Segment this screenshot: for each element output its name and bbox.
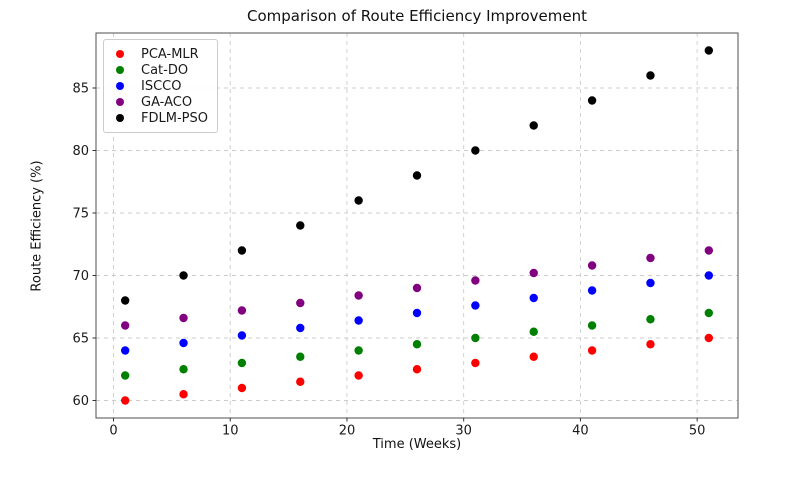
data-point-FDLM-PSO [296,221,305,230]
data-point-PCA-MLR [529,352,538,361]
data-point-ISCCO [587,286,597,295]
data-point-PCA-MLR [412,365,422,374]
data-point-PCA-MLR [179,390,188,399]
data-point-Cat-DO [646,315,655,324]
data-point-PCA-MLR [237,383,247,393]
legend-label: Cat-DO [141,62,189,78]
data-point-GA-ACO [296,298,305,308]
data-point-Cat-DO [704,308,714,318]
data-point-GA-ACO [179,313,188,323]
data-point-Cat-DO [296,352,305,361]
legend-item-fdlm-pso: FDLM-PSO [114,110,208,126]
data-point-PCA-MLR [296,377,305,386]
legend-marker-iscco-icon [116,82,124,90]
data-point-Cat-DO [412,340,422,349]
data-point-PCA-MLR [587,346,597,355]
legend-item-ga-aco: GA-ACO [114,94,208,110]
data-point-PCA-MLR [120,396,130,405]
legend-item-cat-do: Cat-DO [114,62,208,78]
x-tick-label: 20 [339,424,356,439]
data-point-FDLM-PSO [354,196,363,205]
y-tick-label: 60 [72,394,89,409]
legend-marker-fdlm-pso-icon [116,114,124,122]
legend-marker-ga-aco-icon [116,98,124,106]
x-tick-label: 40 [572,424,589,439]
data-point-GA-ACO [120,321,130,330]
data-point-GA-ACO [354,291,363,300]
legend-label: ISCCO [141,78,182,94]
y-tick-label: 80 [72,144,89,159]
plot-frame [95,32,739,419]
data-point-Cat-DO [354,346,363,355]
x-tick-label: 30 [455,424,472,439]
data-point-Cat-DO [179,365,188,374]
data-point-FDLM-PSO [529,121,538,130]
data-point-PCA-MLR [646,340,655,349]
data-point-ISCCO [704,271,714,280]
data-point-ISCCO [646,278,655,288]
x-tick-label: 50 [689,424,706,439]
y-tick-label: 70 [72,269,89,284]
y-tick-label: 85 [72,82,89,97]
legend-item-pca-mlr: PCA-MLR [114,46,208,62]
data-point-FDLM-PSO [179,271,188,280]
data-point-FDLM-PSO [646,71,655,80]
legend-label: FDLM-PSO [141,110,208,126]
data-point-GA-ACO [412,283,422,293]
data-point-GA-ACO [237,306,247,315]
data-point-PCA-MLR [704,333,714,343]
data-point-Cat-DO [237,358,247,368]
data-point-FDLM-PSO [237,246,247,255]
data-point-PCA-MLR [354,371,363,380]
data-point-Cat-DO [529,327,538,336]
data-point-ISCCO [237,331,247,340]
legend-label: GA-ACO [141,94,193,110]
data-point-FDLM-PSO [704,46,714,55]
y-tick-label: 75 [72,207,89,222]
x-tick-label: 10 [222,424,239,439]
data-point-Cat-DO [587,321,597,330]
data-point-ISCCO [412,308,422,318]
data-point-GA-ACO [471,276,480,285]
data-point-PCA-MLR [471,358,480,368]
data-point-ISCCO [120,346,130,355]
data-point-Cat-DO [471,333,480,343]
legend-marker-pca-mlr-icon [116,50,124,58]
data-point-ISCCO [529,293,538,303]
data-point-Cat-DO [120,371,130,380]
legend-item-iscco: ISCCO [114,78,208,94]
legend-label: PCA-MLR [141,46,199,62]
data-point-FDLM-PSO [120,296,130,305]
legend-marker-cat-do-icon [116,66,124,74]
data-point-FDLM-PSO [587,96,597,105]
data-point-GA-ACO [704,246,714,255]
x-axis-label: Time (Weeks) [372,437,462,452]
data-point-GA-ACO [529,268,538,278]
data-point-FDLM-PSO [471,146,480,155]
data-point-ISCCO [471,301,480,310]
y-tick-label: 65 [72,332,89,347]
y-axis-label: Route Efficiency (%) [29,160,45,292]
data-point-GA-ACO [646,253,655,263]
data-point-FDLM-PSO [412,171,422,180]
x-tick-label: 0 [109,424,117,439]
data-point-GA-ACO [587,261,597,270]
data-point-ISCCO [296,323,305,333]
chart-title: Comparison of Route Efficiency Improveme… [246,7,588,25]
legend: PCA-MLR Cat-DO ISCCO GA-ACO FDLM-PSO [103,39,218,133]
data-point-ISCCO [354,316,363,325]
data-point-ISCCO [179,338,188,348]
